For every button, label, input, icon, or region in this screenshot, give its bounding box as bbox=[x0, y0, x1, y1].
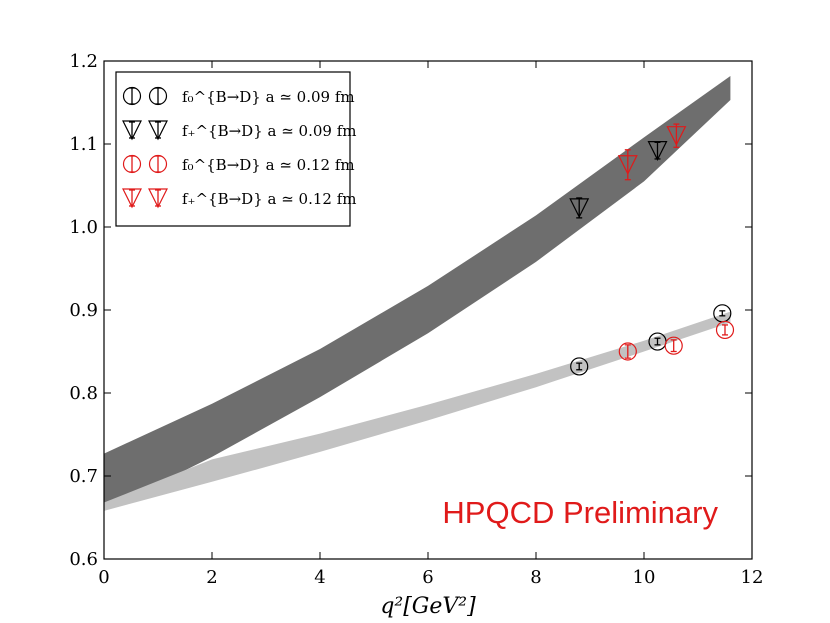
data-point-s0-p0 bbox=[570, 357, 589, 376]
data-points bbox=[569, 123, 735, 376]
marker-triangle bbox=[122, 188, 142, 209]
legend-label-1: f₊^{B→D} a ≃ 0.09 fm bbox=[182, 122, 357, 140]
axis-ticks: 0 2 4 6 8 10 12 0.6 0.7 0.8 0.9 1.0 1.1 1.2 bbox=[69, 51, 763, 588]
y-tick-label: 0.6 bbox=[69, 549, 98, 570]
legend-marker-a-1 bbox=[122, 120, 142, 141]
x-tick-label: 8 bbox=[530, 567, 541, 588]
y-tick-label: 1.1 bbox=[69, 134, 98, 155]
legend-label-2: f₀^{B→D} a ≃ 0.12 fm bbox=[182, 156, 355, 174]
legend-marker-b-1 bbox=[148, 120, 168, 141]
y-tick-label: 0.9 bbox=[69, 300, 98, 321]
x-axis-label: q²[GeV²] bbox=[380, 594, 476, 619]
data-point-s1-p0 bbox=[569, 197, 590, 219]
y-tick-label: 1.0 bbox=[69, 217, 98, 238]
fit-band-fzero bbox=[104, 311, 731, 511]
marker-circle bbox=[570, 357, 589, 376]
y-tick-label: 0.8 bbox=[69, 383, 98, 404]
legend-marker-a-0 bbox=[122, 86, 142, 106]
x-tick-label: 12 bbox=[741, 567, 764, 588]
marker-circle bbox=[618, 342, 637, 361]
y-tick-label: 0.7 bbox=[69, 466, 98, 487]
data-point-s1-p1 bbox=[647, 141, 668, 161]
data-point-s2-p1 bbox=[664, 336, 683, 355]
fit-bands bbox=[104, 75, 731, 511]
data-point-s3-p1 bbox=[666, 123, 687, 148]
legend: f₀^{B→D} a ≃ 0.09 fm f₊^{B→D} a ≃ 0.09 fm… bbox=[115, 71, 357, 227]
legend-marker-b-0 bbox=[148, 86, 168, 106]
y-tick-label: 1.2 bbox=[69, 51, 98, 72]
x-tick-label: 0 bbox=[98, 567, 109, 588]
marker-triangle bbox=[148, 188, 168, 209]
legend-marker-b-3 bbox=[148, 188, 168, 209]
marker-triangle bbox=[647, 141, 668, 161]
data-point-s2-p0 bbox=[618, 342, 637, 361]
marker-circle bbox=[715, 320, 735, 340]
legend-label-3: f₊^{B→D} a ≃ 0.12 fm bbox=[182, 190, 357, 208]
x-tick-label: 10 bbox=[633, 567, 656, 588]
legend-marker-b-2 bbox=[148, 154, 168, 174]
x-tick-label: 6 bbox=[422, 567, 433, 588]
marker-triangle bbox=[122, 120, 142, 141]
hpqcd-preliminary-label: HPQCD Preliminary bbox=[442, 495, 718, 530]
legend-marker-a-2 bbox=[122, 154, 142, 174]
marker-triangle bbox=[148, 120, 168, 141]
marker-circle bbox=[664, 336, 683, 355]
x-tick-label: 2 bbox=[206, 567, 217, 588]
data-point-s3-p0 bbox=[617, 149, 638, 181]
fit-band-fplus bbox=[104, 75, 731, 511]
x-tick-label: 4 bbox=[314, 567, 325, 588]
legend-label-0: f₀^{B→D} a ≃ 0.09 fm bbox=[182, 88, 355, 106]
legend-marker-a-3 bbox=[122, 188, 142, 209]
data-point-s2-p2 bbox=[715, 320, 735, 340]
